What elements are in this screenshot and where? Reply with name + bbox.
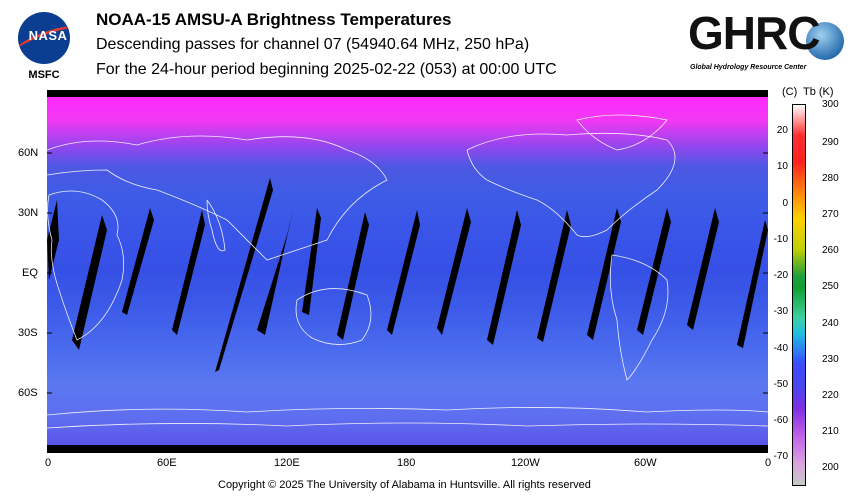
center-label: MSFC (28, 69, 60, 81)
celsius-tick: -30 (773, 306, 788, 317)
celsius-tick: 20 (776, 125, 788, 136)
lon-label: 0 (45, 457, 52, 469)
coastlines (47, 114, 768, 429)
ghrc-wordmark: GHRC (688, 7, 820, 59)
ghrc-fullname: Global Hydrology Resource Center (690, 64, 807, 71)
colorbar-kelvin-header: Tb (K) (803, 86, 834, 98)
swath-gap (122, 208, 154, 315)
coastline-antarctica (47, 407, 768, 416)
coastline-africa (47, 190, 125, 341)
nasa-wordmark: NASA (28, 28, 68, 43)
kelvin-tick: 290 (822, 137, 839, 148)
coastline-greenland (576, 114, 668, 151)
celsius-tick: -70 (773, 451, 788, 462)
subtitle-channel: Descending passes for channel 07 (54940.… (96, 36, 530, 53)
kelvin-tick: 230 (822, 354, 839, 365)
swath-gap (387, 210, 420, 335)
celsius-tick: 10 (776, 161, 788, 172)
swath-gap (72, 215, 107, 350)
celsius-tick: -50 (773, 379, 788, 390)
celsius-tick: -20 (773, 270, 788, 281)
kelvin-tick: 210 (822, 426, 839, 437)
globe-icon (806, 22, 844, 60)
swath-gap (47, 200, 59, 280)
subtitle-period: For the 24-hour period beginning 2025-02… (96, 61, 557, 78)
kelvin-tick: 240 (822, 318, 839, 329)
colorbar (792, 104, 806, 486)
kelvin-tick: 250 (822, 281, 839, 292)
swath-gap (537, 210, 571, 342)
coastline-south-america (609, 254, 669, 381)
swath-gap (437, 208, 471, 335)
celsius-tick: -40 (773, 343, 788, 354)
kelvin-tick: 280 (822, 173, 839, 184)
page-title: NOAA-15 AMSU-A Brightness Temperatures (96, 10, 452, 29)
nasa-meatball-icon: NASA (18, 12, 70, 64)
celsius-tick: 0 (782, 198, 788, 209)
swath-gaps (47, 178, 768, 372)
lat-label: 60S (18, 387, 38, 399)
swath-gap (637, 208, 671, 335)
copyright-notice: Copyright © 2025 The University of Alaba… (218, 479, 591, 491)
nasa-logo: NASA MSFC (14, 12, 74, 82)
swath-gap (257, 210, 293, 335)
graticule-ticks (47, 152, 768, 394)
kelvin-tick: 200 (822, 462, 839, 473)
lon-label: 180 (397, 457, 416, 469)
kelvin-tick: 260 (822, 245, 839, 256)
celsius-tick: -60 (773, 415, 788, 426)
celsius-tick: -10 (773, 234, 788, 245)
lon-label: 60E (157, 457, 177, 469)
kelvin-tick: 220 (822, 390, 839, 401)
swath-gap (302, 208, 321, 315)
brightness-temperature-map (47, 90, 768, 453)
swath-gap (587, 208, 621, 340)
swath-gap (687, 208, 719, 330)
lon-label: 120W (511, 457, 540, 469)
lon-label: 120E (274, 457, 300, 469)
kelvin-tick: 270 (822, 209, 839, 220)
swath-gap (172, 210, 205, 335)
coastline-india (206, 199, 226, 252)
colorbar-celsius-header: (C) (782, 86, 798, 98)
lat-label: 30N (18, 207, 39, 219)
map-overlay (47, 114, 768, 429)
coastline-antarctica-inner (47, 422, 768, 429)
lat-label: 30S (18, 327, 38, 339)
coastline-eurasia (47, 135, 388, 261)
swath-gap (487, 210, 521, 345)
lat-label: EQ (22, 267, 38, 279)
coastline-north-america (466, 132, 676, 238)
swath-gap (337, 212, 369, 340)
swath-gap (215, 178, 273, 372)
swath-gap (737, 220, 768, 348)
ghrc-logo: GHRC Global Hydrology Resource Center (688, 7, 848, 80)
lat-label: 60N (18, 147, 39, 159)
lon-label: 0 (765, 457, 772, 469)
kelvin-tick: 300 (822, 99, 839, 110)
coastline-australia (295, 288, 372, 345)
lon-label: 60W (634, 457, 657, 469)
